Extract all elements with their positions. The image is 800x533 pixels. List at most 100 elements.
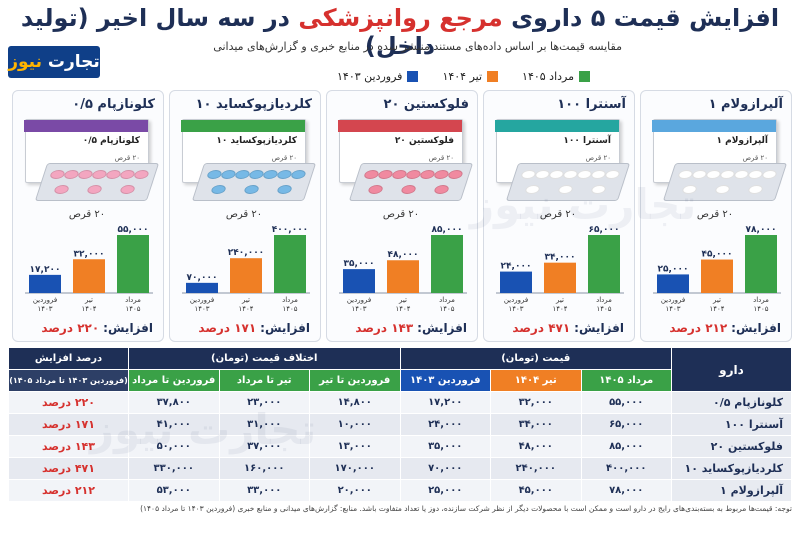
pill-icon <box>404 170 422 179</box>
pill-icon <box>210 185 228 194</box>
cell-diff-2: ۳۳,۰۰۰ <box>218 479 310 502</box>
increase-label: افزایش: <box>417 321 467 335</box>
cell-diff-2: ۱۶۰,۰۰۰ <box>218 457 310 480</box>
cell-diff-1: ۱۰,۰۰۰ <box>309 413 401 436</box>
x-tick-label: تیر <box>398 296 407 304</box>
bar-value-label: ۵۵,۰۰۰ <box>118 225 149 235</box>
cell-price-1403: ۲۵,۰۰۰ <box>399 479 491 502</box>
bar-value-label: ۳۵,۰۰۰ <box>344 259 375 269</box>
bar <box>73 259 105 293</box>
table-row: آلپرازولام ۱ ۷۸,۰۰۰ ۴۵,۰۰۰ ۲۵,۰۰۰ ۲۰,۰۰۰ ۳۳,۰… <box>8 479 792 502</box>
pill-icon <box>561 170 579 179</box>
pill-blister <box>662 163 788 201</box>
drug-box-subtitle: ۲۰ قرص <box>585 154 611 162</box>
brand-logo: تجارت نیوز <box>8 46 100 78</box>
percent-word: درصد <box>42 440 71 453</box>
cell-diff-2: ۲۳,۰۰۰ <box>218 391 310 414</box>
pill-icon <box>261 170 279 179</box>
cell-diff-3: ۳۷,۸۰۰ <box>128 391 220 414</box>
pill-icon <box>62 170 80 179</box>
pill-icon <box>519 170 537 179</box>
header-price-1404: تیر ۱۴۰۴ <box>490 369 582 392</box>
legend-label: مرداد ۱۴۰۵ <box>522 70 574 83</box>
legend-swatch <box>407 71 419 82</box>
drug-box-label: کلونازپام ۰/۵ <box>82 136 140 146</box>
title-highlight: مرجع روانپزشکی <box>298 4 503 32</box>
percent-value: ۱۷۱ <box>74 418 95 431</box>
x-tick-label: ۱۴۰۳ <box>665 305 680 313</box>
title-main: افزایش قیمت ۵ داروی <box>511 4 780 32</box>
drug-box-label: فلوکستین ۲۰ <box>394 136 454 146</box>
x-tick-label: ۱۴۰۵ <box>439 305 454 313</box>
header-diff: اختلاف قیمت (تومان) <box>128 347 401 370</box>
drug-card: آسنترا ۱۰۰ آسنترا ۱۰۰ ۲۰ قرص ۲۰ قرص ۲۴,۰۰۰ فر… <box>483 90 635 342</box>
x-tick-label: فروردین <box>190 296 214 304</box>
drug-card: فلوکستین ۲۰ فلوکستین ۲۰ ۲۰ قرص ۲۰ قرص ۳۵,۰۰۰… <box>326 90 478 342</box>
percent-word: درصد <box>198 321 230 335</box>
pill-icon <box>90 170 108 179</box>
bar <box>588 235 620 293</box>
pill-icon <box>76 170 94 179</box>
percent-word: درصد <box>512 321 544 335</box>
table-row: کلونازپام ۰/۵ ۵۵,۰۰۰ ۳۲,۰۰۰ ۱۷,۲۰۰ ۱۴,۸۰۰ ۲۳,… <box>8 391 792 414</box>
percent-word: درصد <box>41 321 73 335</box>
percent-value: ۲۱۲ <box>74 484 95 497</box>
cell-price-1405: ۷۸,۰۰۰ <box>580 479 672 502</box>
bar-value-label: ۳۲,۰۰۰ <box>74 249 105 259</box>
pill-icon <box>557 185 575 194</box>
pill-icon <box>746 185 764 194</box>
pill-icon <box>732 170 750 179</box>
header-diff-2: تیر تا مرداد <box>218 369 310 392</box>
pill-icon <box>575 170 593 179</box>
bar <box>343 269 375 293</box>
cell-price-1404: ۴۸,۰۰۰ <box>490 435 582 458</box>
x-tick-label: ۱۴۰۳ <box>508 305 523 313</box>
title-end: در سه سال اخیر (تولید داخل) <box>20 4 436 60</box>
x-tick-label: ۱۴۰۳ <box>37 305 52 313</box>
cell-diff-1: ۱۳,۰۰۰ <box>309 435 401 458</box>
header-price-1405: مرداد ۱۴۰۵ <box>580 369 672 392</box>
legend-swatch <box>579 71 590 82</box>
price-table: دارو قیمت (تومان) اختلاف قیمت (تومان) در… <box>8 347 792 502</box>
cell-diff-2: ۳۱,۰۰۰ <box>218 413 310 436</box>
pill-icon <box>603 170 621 179</box>
pill-icon <box>132 170 150 179</box>
increase-summary: افزایش:۴۷۱ درصد <box>512 321 624 335</box>
pack-count: ۲۰ قرص <box>68 209 106 220</box>
bar <box>701 259 733 293</box>
drug-box-band <box>652 120 776 132</box>
cell-diff-3: ۵۳,۰۰۰ <box>128 479 220 502</box>
percent-value: ۱۴۳ <box>74 440 95 453</box>
bar-value-label: ۳۴,۰۰۰ <box>545 253 576 263</box>
legend-item: تیر ۱۴۰۴ <box>442 70 499 83</box>
chart-legend: مرداد ۱۴۰۵ تیر ۱۴۰۴ فروردین ۱۴۰۳ <box>337 70 590 83</box>
header-drug: دارو <box>671 347 792 392</box>
drug-card-title: آلپرازولام ۱ <box>708 97 783 112</box>
pill-icon <box>219 170 237 179</box>
x-tick-label: فروردین <box>504 296 528 304</box>
drug-card: کلردیازپوکساید ۱۰ کلردیازپوکساید ۱۰ ۲۰ قرص… <box>169 90 321 342</box>
drug-box-subtitle: ۲۰ قرص <box>114 154 140 162</box>
header-price-1403: فروردین ۱۴۰۳ <box>399 369 491 392</box>
cell-price-1404: ۳۴,۰۰۰ <box>490 413 582 436</box>
cell-price-1405: ۶۵,۰۰۰ <box>580 413 672 436</box>
bar-value-label: ۴۸,۰۰۰ <box>388 250 419 260</box>
pill-icon <box>432 170 450 179</box>
percent-word: درصد <box>42 484 71 497</box>
percent-word: درصد <box>42 418 71 431</box>
pill-blister <box>505 163 631 201</box>
pill-icon <box>533 170 551 179</box>
header-diff-1: فروردین تا تیر <box>309 369 401 392</box>
drug-box-label: کلردیازپوکساید ۱۰ <box>216 136 297 146</box>
cell-price-1405: ۵۵,۰۰۰ <box>580 391 672 414</box>
cell-price-1403: ۳۵,۰۰۰ <box>399 435 491 458</box>
increase-label: افزایش: <box>260 321 310 335</box>
cell-drug: کلردیازپوکساید ۱۰ <box>671 457 792 480</box>
percent-word: درصد <box>669 321 701 335</box>
cell-drug: آلپرازولام ۱ <box>671 479 792 502</box>
legend-item: فروردین ۱۴۰۳ <box>337 70 419 83</box>
cell-price-1403: ۲۴,۰۰۰ <box>399 413 491 436</box>
cell-price-1404: ۲۴۰,۰۰۰ <box>490 457 582 480</box>
